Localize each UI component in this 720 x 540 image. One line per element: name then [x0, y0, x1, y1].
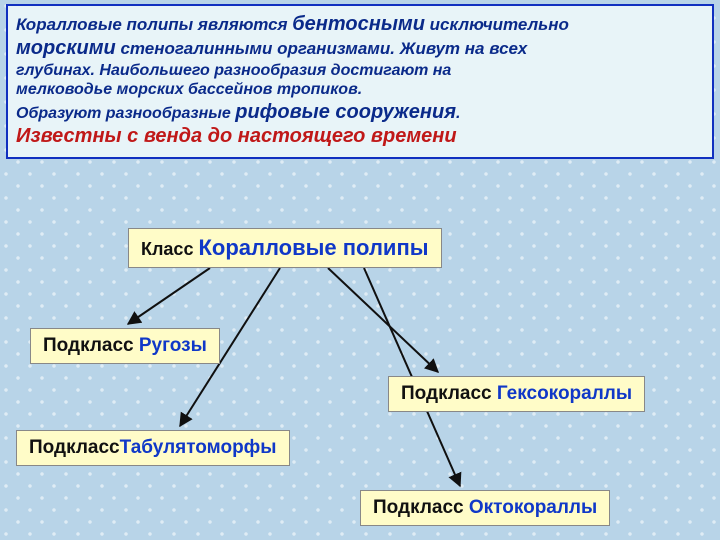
node-prefix: Подкласс: [401, 383, 497, 404]
node-label: Коралловые полипы: [198, 235, 428, 260]
node-subclass-rugozy: Подкласс Ругозы: [30, 328, 220, 364]
node-subclass-tabulatomorphs: ПодклассТабулятоморфы: [16, 430, 290, 466]
arrow: [128, 268, 210, 324]
node-prefix: Подкласс: [373, 497, 469, 518]
slide-content: Коралловые полипы являются бентосными ис…: [0, 0, 720, 540]
intro-text: стеногалинными организмами. Живут на все…: [116, 39, 528, 58]
intro-text: .: [456, 105, 460, 122]
node-prefix: Подкласс: [43, 335, 139, 356]
arrow: [328, 268, 438, 372]
intro-text: Коралловые полипы являются: [16, 15, 292, 34]
node-label: Табулятоморфы: [120, 437, 277, 458]
intro-text: глубинах. Наибольшего разнообразия дости…: [16, 62, 451, 79]
node-subclass-hexacorals: Подкласс Гексокораллы: [388, 376, 645, 412]
intro-red-line: Известны с венда до настоящего времени: [16, 125, 457, 147]
intro-emph: морскими: [16, 37, 116, 59]
node-label: Гексокораллы: [497, 383, 632, 404]
node-prefix: Класс: [141, 239, 198, 259]
intro-emph: рифовые сооружения: [235, 101, 456, 123]
intro-text: мелководье морских бассейнов тропиков.: [16, 81, 362, 98]
node-prefix: Подкласс: [29, 437, 120, 458]
node-label: Октокораллы: [469, 497, 597, 518]
node-subclass-octocorals: Подкласс Октокораллы: [360, 490, 610, 526]
node-class-coral-polyps: Класс Коралловые полипы: [128, 228, 442, 268]
intro-emph: бентосными: [292, 13, 425, 35]
intro-text: исключительно: [425, 15, 569, 34]
intro-text: Образуют разнообразные: [16, 105, 235, 122]
intro-text-block: Коралловые полипы являются бентосными ис…: [6, 4, 714, 159]
node-label: Ругозы: [139, 335, 207, 356]
